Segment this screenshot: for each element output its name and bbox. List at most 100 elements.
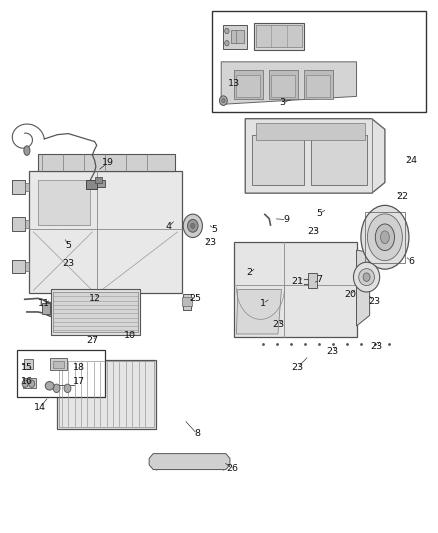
- Bar: [25, 220, 29, 228]
- Bar: [95, 176, 102, 182]
- Bar: [256, 123, 365, 140]
- Bar: [307, 273, 317, 288]
- Polygon shape: [245, 119, 385, 193]
- Text: 14: 14: [34, 403, 46, 412]
- Text: 23: 23: [292, 363, 304, 372]
- Bar: [12, 217, 25, 231]
- Ellipse shape: [375, 224, 395, 251]
- Bar: [51, 289, 141, 335]
- Bar: [17, 350, 105, 397]
- Text: 26: 26: [226, 464, 238, 473]
- Ellipse shape: [367, 214, 403, 261]
- Bar: [53, 361, 64, 368]
- Text: 23: 23: [368, 296, 380, 305]
- Bar: [237, 75, 261, 97]
- Bar: [86, 180, 97, 189]
- Text: 23: 23: [272, 320, 284, 329]
- Bar: [25, 262, 29, 271]
- Text: 17: 17: [73, 377, 85, 386]
- Polygon shape: [38, 154, 175, 171]
- Text: 4: 4: [166, 222, 172, 231]
- Ellipse shape: [28, 380, 35, 387]
- Bar: [183, 294, 191, 310]
- Ellipse shape: [53, 384, 60, 393]
- Ellipse shape: [225, 28, 229, 34]
- Bar: [306, 75, 330, 97]
- Ellipse shape: [64, 384, 71, 393]
- Text: 23: 23: [370, 342, 382, 351]
- Ellipse shape: [225, 41, 229, 46]
- Ellipse shape: [183, 214, 202, 238]
- Text: 21: 21: [292, 277, 304, 286]
- Bar: [272, 75, 295, 97]
- Bar: [22, 378, 36, 389]
- Ellipse shape: [361, 205, 409, 269]
- Text: 7: 7: [316, 275, 322, 284]
- Ellipse shape: [222, 99, 225, 103]
- Bar: [97, 180, 105, 187]
- Ellipse shape: [22, 380, 28, 387]
- Bar: [365, 212, 405, 263]
- Polygon shape: [24, 359, 32, 369]
- Bar: [42, 303, 50, 314]
- Text: 2: 2: [247, 269, 253, 277]
- Bar: [252, 135, 304, 185]
- Bar: [234, 70, 263, 99]
- Text: 18: 18: [73, 363, 85, 372]
- Ellipse shape: [363, 273, 370, 281]
- Ellipse shape: [381, 231, 389, 244]
- Text: 9: 9: [284, 215, 290, 224]
- Text: 25: 25: [189, 294, 201, 303]
- Bar: [12, 260, 25, 273]
- Text: 24: 24: [405, 156, 417, 165]
- Polygon shape: [221, 62, 357, 104]
- Text: 15: 15: [21, 363, 33, 372]
- Ellipse shape: [191, 223, 195, 229]
- Bar: [12, 180, 25, 193]
- Text: 23: 23: [307, 228, 319, 237]
- Bar: [59, 361, 154, 427]
- Text: 27: 27: [86, 336, 99, 345]
- Ellipse shape: [219, 96, 227, 106]
- Text: 3: 3: [279, 98, 286, 107]
- Ellipse shape: [353, 262, 380, 292]
- Polygon shape: [237, 289, 282, 334]
- Bar: [254, 23, 304, 50]
- Bar: [53, 292, 138, 332]
- Bar: [256, 25, 302, 47]
- Text: 16: 16: [21, 377, 33, 386]
- Bar: [311, 135, 367, 185]
- Ellipse shape: [45, 382, 54, 390]
- Bar: [269, 70, 297, 99]
- Text: 23: 23: [326, 347, 339, 356]
- Polygon shape: [357, 250, 370, 326]
- Text: 20: 20: [344, 290, 356, 299]
- Bar: [25, 182, 29, 191]
- Ellipse shape: [359, 269, 374, 286]
- Text: 23: 23: [204, 238, 216, 247]
- Text: 1: 1: [260, 299, 266, 308]
- Text: 19: 19: [102, 158, 114, 167]
- Bar: [57, 360, 155, 429]
- Text: 6: 6: [408, 257, 414, 265]
- Bar: [234, 242, 357, 337]
- Bar: [231, 30, 244, 43]
- Text: 5: 5: [212, 225, 218, 234]
- Bar: [29, 171, 182, 293]
- Ellipse shape: [187, 220, 198, 232]
- Bar: [304, 70, 332, 99]
- Text: 13: 13: [228, 78, 240, 87]
- Text: 23: 23: [62, 260, 74, 268]
- Bar: [50, 358, 67, 369]
- Bar: [38, 180, 90, 225]
- Text: 10: 10: [124, 331, 135, 340]
- Text: 5: 5: [316, 209, 322, 218]
- Polygon shape: [149, 454, 230, 470]
- Text: 22: 22: [396, 192, 408, 201]
- Text: 12: 12: [88, 294, 101, 303]
- Ellipse shape: [24, 146, 30, 156]
- Bar: [182, 297, 192, 306]
- Text: 5: 5: [65, 241, 71, 250]
- Polygon shape: [223, 25, 247, 49]
- Bar: [212, 11, 426, 112]
